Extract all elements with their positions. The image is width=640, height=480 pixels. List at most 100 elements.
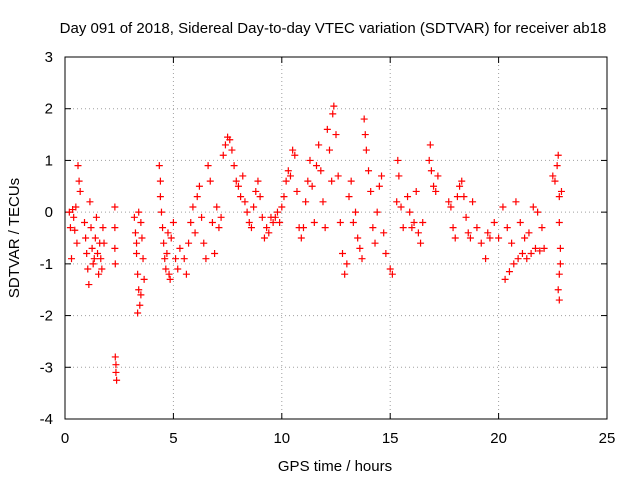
data-point (278, 203, 286, 211)
data-point (260, 234, 268, 242)
data-point (397, 203, 405, 211)
data-point (185, 239, 193, 247)
data-point (360, 115, 368, 123)
x-tick-label: 5 (169, 430, 177, 447)
data-point (426, 141, 434, 149)
data-point (321, 224, 329, 232)
data-point (555, 218, 563, 226)
data-point (354, 234, 362, 242)
data-point (556, 260, 564, 268)
data-point (304, 177, 312, 185)
data-point (356, 244, 364, 252)
x-tick-label: 20 (490, 430, 507, 447)
data-point (352, 208, 360, 216)
x-tick-label: 10 (273, 430, 290, 447)
data-point (230, 162, 238, 170)
data-point (95, 270, 103, 278)
data-point (263, 224, 271, 232)
data-point (198, 213, 206, 221)
data-point (247, 224, 255, 232)
data-point (464, 229, 472, 237)
data-point (81, 218, 89, 226)
data-point (130, 213, 138, 221)
y-tick-label: -1 (40, 256, 53, 273)
data-point (66, 224, 74, 232)
data-point (134, 309, 142, 317)
data-point (551, 177, 559, 185)
data-point (339, 250, 347, 258)
data-point (202, 255, 210, 263)
data-point (299, 224, 307, 232)
data-point (336, 218, 344, 226)
data-point (525, 229, 533, 237)
data-point (111, 244, 119, 252)
data-point (213, 203, 221, 211)
data-point (83, 250, 91, 258)
data-point (137, 218, 145, 226)
data-point (86, 198, 94, 206)
data-point (503, 224, 511, 232)
data-point (94, 250, 102, 258)
data-point (134, 270, 142, 278)
data-point (271, 213, 279, 221)
data-point (156, 177, 164, 185)
data-point (195, 182, 203, 190)
data-point (310, 218, 318, 226)
data-point (557, 187, 565, 195)
data-point (157, 208, 165, 216)
x-tick-label: 0 (61, 430, 69, 447)
data-point (549, 172, 557, 180)
data-point (414, 229, 422, 237)
data-points (65, 102, 565, 384)
data-point (99, 224, 107, 232)
data-point (417, 239, 425, 247)
data-point (221, 141, 229, 149)
data-point (269, 218, 277, 226)
data-point (87, 224, 95, 232)
data-point (365, 167, 373, 175)
data-point (137, 291, 145, 299)
data-point (460, 193, 468, 201)
data-point (252, 187, 260, 195)
y-tick-labels: -4 -3 -2 -1 0 1 2 3 (40, 49, 53, 428)
data-point (393, 198, 401, 206)
data-point (531, 244, 539, 252)
data-point (462, 213, 470, 221)
data-point (449, 224, 457, 232)
data-point (514, 255, 522, 263)
data-point (75, 177, 83, 185)
data-point (399, 224, 407, 232)
data-point (162, 265, 170, 273)
data-point (323, 125, 331, 133)
data-point (486, 234, 494, 242)
data-point (312, 162, 320, 170)
data-point (508, 239, 516, 247)
data-point (347, 177, 355, 185)
data-point (367, 187, 375, 195)
data-point (254, 177, 262, 185)
data-point (112, 368, 120, 376)
y-tick-label: -2 (40, 308, 53, 325)
data-point (388, 270, 396, 278)
data-point (362, 146, 370, 154)
data-point (555, 193, 563, 201)
data-point (243, 208, 251, 216)
data-point (553, 162, 561, 170)
data-point (375, 182, 383, 190)
x-tick-label: 25 (599, 430, 616, 447)
data-point (189, 203, 197, 211)
data-point (282, 177, 290, 185)
data-point (291, 151, 299, 159)
data-point (451, 234, 459, 242)
data-point (284, 167, 292, 175)
x-tick-label: 15 (382, 430, 399, 447)
data-point (111, 203, 119, 211)
data-point (98, 265, 106, 273)
data-point (164, 229, 172, 237)
data-point (521, 234, 529, 242)
data-point (555, 270, 563, 278)
data-point (473, 224, 481, 232)
data-point (427, 167, 435, 175)
data-point (228, 146, 236, 154)
